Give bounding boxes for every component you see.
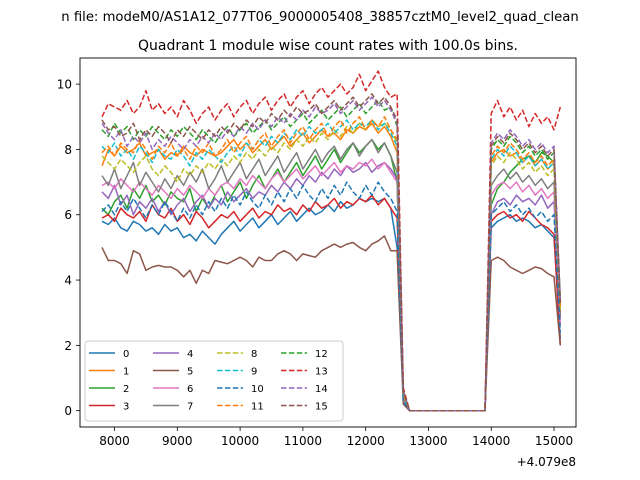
legend-label-13: 13	[315, 367, 328, 378]
legend-label-4: 4	[187, 349, 193, 360]
legend-label-9: 9	[251, 367, 257, 378]
legend-label-14: 14	[315, 384, 328, 395]
legend-label-2: 2	[123, 384, 129, 395]
series-line-15	[101, 93, 562, 412]
x-axis-offset-label: +4.079e8	[517, 455, 576, 469]
x-tick-label: 9000	[162, 434, 193, 448]
chart-title: Quadrant 1 module wise count rates with …	[138, 38, 518, 54]
x-tick-label: 15000	[535, 434, 573, 448]
x-axis: 8000 9000 10000 11000 12000 13000 14000 15000	[99, 427, 573, 448]
legend-label-3: 3	[123, 402, 129, 413]
y-tick-label: 0	[64, 404, 72, 418]
y-tick-label: 10	[57, 78, 72, 92]
x-tick-label: 11000	[284, 434, 322, 448]
y-axis: 0 2 4 6 8 10	[57, 78, 80, 418]
y-tick-label: 6	[64, 208, 72, 222]
figure-suptitle: n file: modeM0/AS1A12_077T06_9000005408_…	[61, 10, 578, 25]
x-tick-label: 14000	[472, 434, 510, 448]
legend-label-15: 15	[315, 402, 328, 413]
legend-label-11: 11	[251, 402, 264, 413]
x-tick-label: 13000	[409, 434, 447, 448]
legend-label-10: 10	[251, 384, 264, 395]
legend-label-12: 12	[315, 349, 328, 360]
series-line-9	[101, 119, 562, 412]
legend-label-7: 7	[187, 402, 193, 413]
legend-label-8: 8	[251, 349, 257, 360]
x-tick-label: 10000	[221, 434, 259, 448]
legend-label-1: 1	[123, 367, 129, 378]
y-tick-label: 2	[64, 339, 72, 353]
x-tick-label: 8000	[99, 434, 130, 448]
legend-label-0: 0	[123, 349, 129, 360]
y-tick-label: 4	[64, 274, 72, 288]
legend-box	[84, 340, 344, 422]
x-tick-label: 12000	[347, 434, 385, 448]
y-tick-label: 8	[64, 143, 72, 157]
plot-frame	[79, 57, 577, 428]
plot-lines	[101, 70, 562, 412]
legend-label-5: 5	[187, 367, 193, 378]
legend-label-6: 6	[187, 384, 193, 395]
